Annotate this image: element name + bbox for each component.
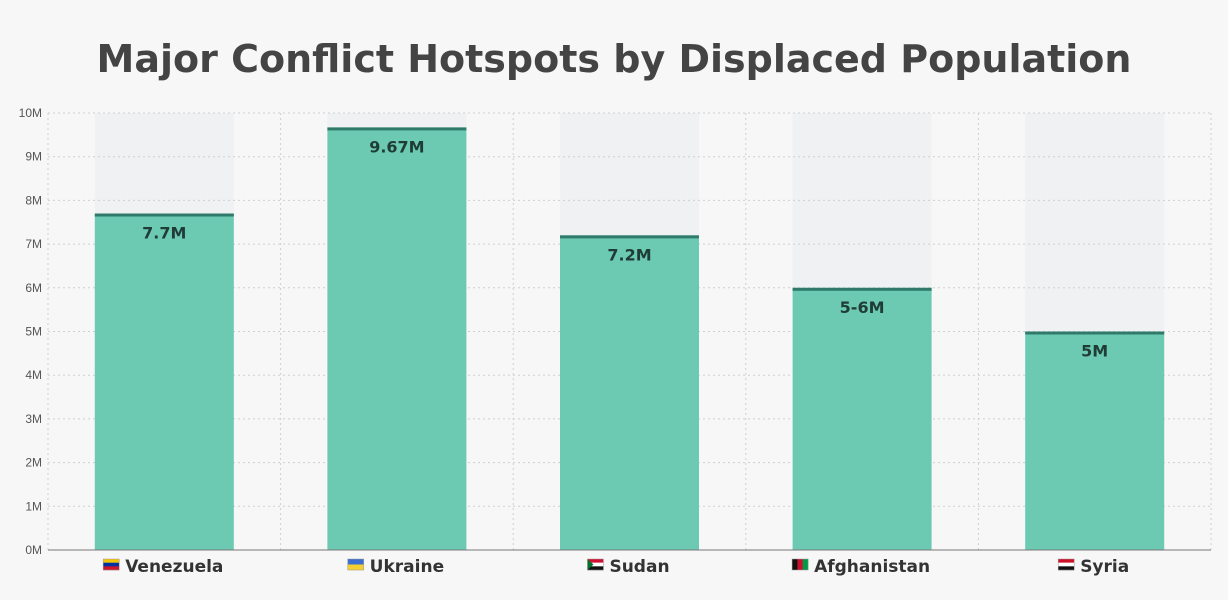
category-label: Afghanistan — [814, 557, 930, 577]
y-tick-label: 0M — [25, 543, 42, 557]
bar-ukraine[interactable] — [327, 127, 467, 551]
category-label-group: Sudan — [609, 557, 669, 577]
bar-afghanistan[interactable] — [792, 287, 932, 550]
data-label: 9.67M — [369, 137, 424, 156]
flag-triangle — [587, 559, 594, 570]
category-label-group: Afghanistan — [814, 557, 930, 577]
flag-border — [347, 558, 364, 571]
flag-border — [1057, 558, 1075, 571]
data-label: 7.2M — [607, 245, 651, 264]
flag-border — [102, 558, 120, 571]
flag-stripe — [1058, 566, 1075, 571]
data-label: 5M — [1081, 342, 1108, 361]
bar-top-edge — [560, 235, 699, 239]
venezuela-flag-icon — [102, 558, 120, 571]
chart-title: Major Conflict Hotspots by Displaced Pop… — [96, 37, 1132, 81]
y-tick-label: 1M — [25, 499, 42, 513]
flag-stripe — [792, 559, 798, 570]
bar-syria[interactable] — [1025, 331, 1165, 551]
bar-top-edge — [792, 287, 932, 291]
y-tick-label: 7M — [25, 237, 42, 251]
y-tick-label: 10M — [19, 106, 42, 120]
sudan-flag-icon — [587, 558, 604, 571]
category-label-group: Venezuela — [125, 557, 223, 577]
flag-stripe — [103, 562, 120, 567]
bar-sudan[interactable] — [560, 235, 699, 551]
y-tick-label: 9M — [25, 150, 42, 164]
flag-border — [587, 558, 604, 571]
flag-stripe — [347, 564, 364, 571]
category-label: Ukraine — [370, 557, 444, 577]
category-label-group: Syria — [1080, 557, 1129, 577]
bar-venezuela[interactable] — [94, 213, 234, 550]
category-label: Sudan — [609, 557, 669, 577]
y-tick-label: 8M — [25, 193, 42, 207]
flag-stripe — [802, 559, 809, 570]
ukraine-flag-icon — [347, 558, 364, 571]
data-label: 5-6M — [840, 298, 885, 317]
y-tick-label: 2M — [25, 456, 42, 470]
flag-stripe — [797, 559, 803, 570]
syria-flag-icon — [1057, 558, 1075, 571]
flag-stripe — [1058, 559, 1075, 563]
y-tick-label: 5M — [25, 325, 42, 339]
flag-stripe — [587, 562, 604, 567]
flag-stripe — [347, 559, 364, 565]
flag-stripe — [587, 559, 604, 563]
flag-stripe — [103, 559, 120, 563]
afghanistan-flag-icon — [791, 558, 809, 571]
y-tick-label: 6M — [25, 281, 42, 295]
bar-top-edge — [327, 127, 467, 131]
y-tick-label: 4M — [25, 368, 42, 382]
flag-border — [791, 558, 809, 571]
data-label: 7.7M — [142, 224, 186, 243]
flag-stripe — [1058, 562, 1075, 567]
bar-top-edge — [1025, 331, 1165, 335]
flag-stripe — [103, 566, 120, 571]
category-label: Venezuela — [125, 557, 223, 577]
category-label: Syria — [1080, 557, 1129, 577]
bar-top-edge — [94, 213, 234, 217]
category-label-group: Ukraine — [370, 557, 444, 577]
flag-stripe — [587, 566, 604, 571]
y-tick-label: 3M — [25, 412, 42, 426]
